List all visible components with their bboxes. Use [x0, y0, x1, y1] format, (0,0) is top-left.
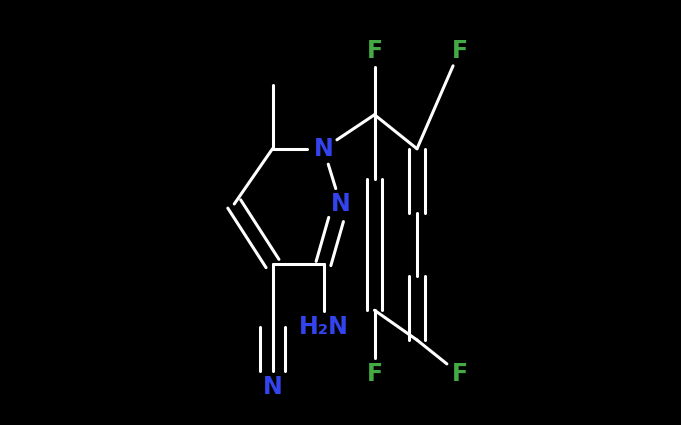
Text: F: F	[452, 362, 468, 386]
Text: H₂N: H₂N	[298, 315, 349, 339]
Text: N: N	[314, 137, 334, 161]
Text: F: F	[452, 39, 468, 63]
Text: F: F	[366, 362, 383, 386]
Text: N: N	[330, 192, 351, 216]
Text: N: N	[263, 375, 283, 399]
Text: F: F	[366, 39, 383, 63]
